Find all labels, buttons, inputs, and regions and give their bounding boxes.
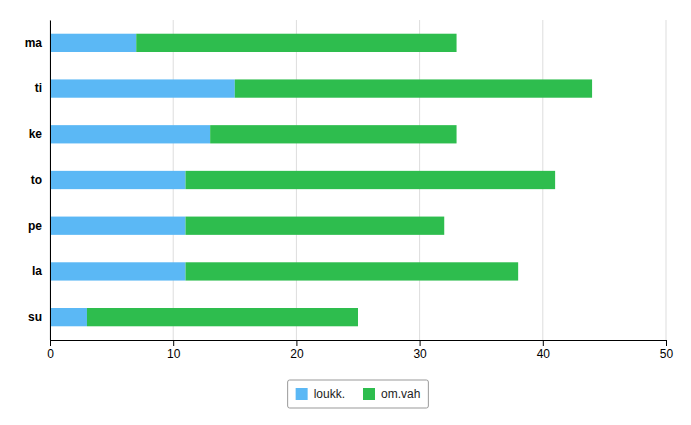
x-tick: 50 [660, 340, 674, 361]
bar [50, 262, 186, 280]
tick-mark [420, 340, 421, 346]
bar [50, 34, 136, 52]
bar [50, 79, 235, 97]
grid-line [50, 20, 51, 340]
bar [186, 171, 556, 189]
tick-mark [50, 340, 51, 346]
tick-label: 30 [413, 347, 427, 361]
axis-line [50, 21, 51, 341]
tick-mark [666, 340, 667, 346]
tick-label: ti [35, 81, 42, 95]
tick-label: 50 [660, 347, 674, 361]
tick-label: pe [28, 219, 42, 233]
bars [50, 34, 592, 327]
legend-frame [288, 380, 429, 408]
tick-label: 20 [290, 347, 304, 361]
legend-swatch [363, 388, 375, 400]
bar [235, 79, 592, 97]
tick-label: 40 [537, 347, 551, 361]
bar [210, 125, 456, 143]
tick-mark [173, 340, 174, 346]
chart: 0 10 20 30 40 50 ma ti ke to pe la su loukk. om.vah [0, 0, 691, 425]
x-tick: 40 [537, 340, 551, 361]
y-tick: ma [25, 36, 50, 50]
tick-label: ke [29, 127, 43, 141]
legend-swatch [296, 388, 308, 400]
legend-label: loukk. [314, 387, 345, 401]
axis-line [51, 341, 667, 347]
y-tick: su [28, 310, 50, 324]
bar [50, 125, 210, 143]
tick-label: ma [25, 36, 43, 50]
grid [50, 20, 666, 340]
plot: 0 10 20 30 40 50 ma ti ke to pe la su [25, 20, 674, 361]
tick-label: 0 [47, 347, 54, 361]
legend-label: om.vah [381, 387, 420, 401]
bar [186, 262, 519, 280]
bar [50, 217, 186, 235]
tick-label: su [28, 310, 42, 324]
y-tick: la [32, 264, 50, 278]
tick-label: to [31, 173, 42, 187]
bar [87, 308, 358, 326]
legend-item: om.vah [363, 387, 420, 401]
tick-label: la [32, 264, 42, 278]
tick-mark [543, 340, 544, 346]
y-axis: ma ti ke to pe la su [25, 21, 51, 341]
x-axis: 0 10 20 30 40 50 [47, 340, 673, 361]
legend-item: loukk. [296, 387, 345, 401]
legend: loukk. om.vah [288, 380, 429, 408]
y-tick: ke [29, 127, 50, 141]
grid-line [666, 20, 667, 340]
y-tick: ti [35, 81, 50, 95]
bar [136, 34, 456, 52]
x-tick: 30 [413, 340, 427, 361]
y-tick: to [31, 173, 50, 187]
bar [186, 217, 445, 235]
bar [50, 171, 186, 189]
x-tick: 20 [290, 340, 304, 361]
x-tick: 10 [167, 340, 181, 361]
bar-series [87, 34, 592, 327]
tick-mark [296, 340, 297, 346]
tick-label: 10 [167, 347, 181, 361]
x-tick: 0 [47, 340, 54, 361]
bar [50, 308, 87, 326]
y-tick: pe [28, 219, 50, 233]
